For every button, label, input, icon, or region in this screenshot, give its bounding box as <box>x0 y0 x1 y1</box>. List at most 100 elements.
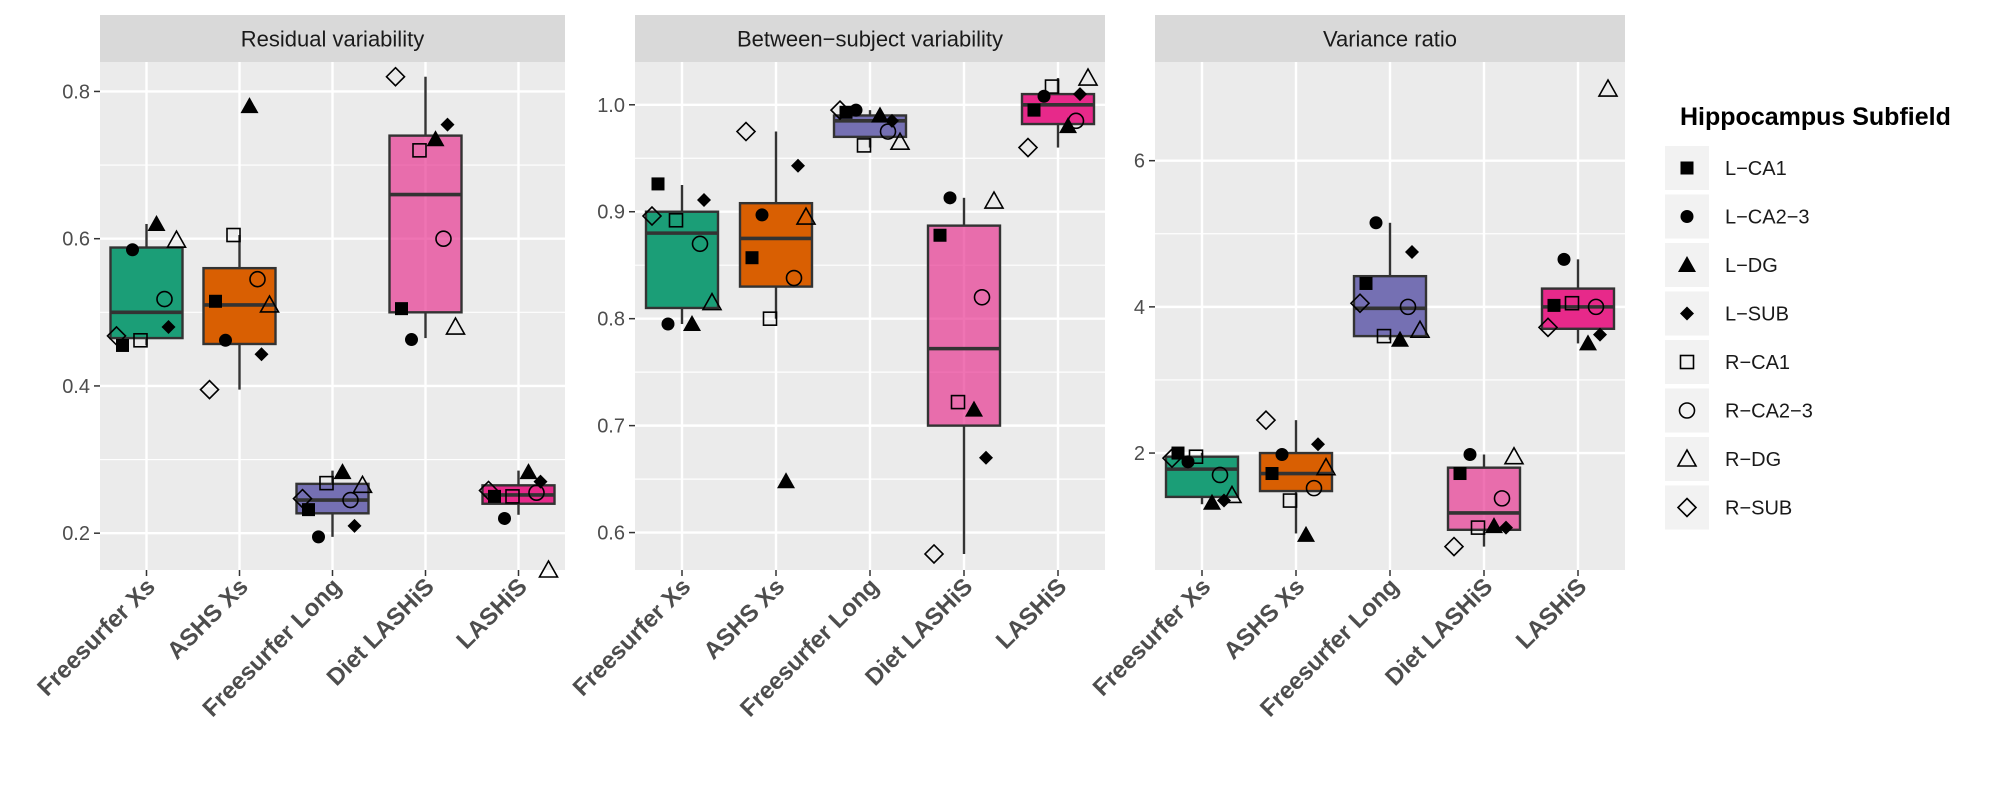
x-category-label: LASHiS <box>991 573 1072 654</box>
data-point <box>240 97 259 114</box>
data-point <box>1405 245 1419 260</box>
data-point <box>683 315 701 332</box>
data-point <box>1537 317 1559 338</box>
y-tick-label: 2 <box>1134 443 1145 465</box>
data-point <box>1391 330 1409 347</box>
data-point <box>426 130 445 147</box>
data-point <box>1463 448 1477 462</box>
x-category-label: ASHS Xs <box>162 573 254 665</box>
data-point <box>785 269 803 287</box>
data-point <box>1027 103 1041 117</box>
data-point <box>668 212 684 228</box>
legend: Hippocampus Subfield L−CA1 L−CA2−3 L−DG L−SU… <box>1665 103 1951 530</box>
data-point <box>1399 298 1417 316</box>
data-point <box>923 543 945 565</box>
data-point <box>312 530 325 544</box>
data-point <box>161 320 176 335</box>
data-point <box>1211 466 1229 484</box>
box-group <box>388 76 463 339</box>
data-point <box>147 214 166 231</box>
data-point <box>1282 493 1298 508</box>
data-point <box>1221 484 1243 504</box>
legend-label: R−CA1 <box>1725 352 1790 374</box>
data-point <box>219 333 232 347</box>
y-tick-label: 0.9 <box>597 202 625 224</box>
legend-symbol <box>1680 161 1694 175</box>
data-point <box>1067 112 1085 130</box>
data-point <box>973 288 991 306</box>
data-point <box>1359 276 1373 290</box>
data-point <box>528 484 545 501</box>
data-point <box>1073 87 1087 102</box>
data-point <box>385 66 406 87</box>
legend-label: R−CA2−3 <box>1725 401 1813 423</box>
facet-title: Residual variability <box>241 27 424 52</box>
data-point <box>745 251 759 265</box>
data-point <box>691 235 709 253</box>
data-point <box>519 463 538 480</box>
data-point <box>701 291 723 311</box>
data-point <box>1181 455 1195 469</box>
x-category-label: Freesurfer Xs <box>1088 573 1217 702</box>
data-point <box>254 347 269 362</box>
data-point <box>538 559 559 578</box>
data-point <box>209 294 222 308</box>
data-point <box>1305 479 1323 497</box>
data-point <box>1077 67 1099 86</box>
data-point <box>412 143 427 158</box>
data-point <box>1349 293 1371 314</box>
data-point <box>116 338 129 352</box>
legend-label: L−DG <box>1725 255 1778 277</box>
data-point <box>302 503 315 517</box>
facet-strip <box>635 15 1105 62</box>
data-point <box>1503 446 1525 465</box>
box-group <box>644 184 720 325</box>
data-point <box>1443 536 1465 557</box>
box <box>388 134 463 314</box>
data-point <box>849 103 863 117</box>
data-point <box>879 123 897 140</box>
data-point <box>319 475 334 491</box>
y-tick-label: 1.0 <box>597 95 625 117</box>
data-point <box>791 158 805 173</box>
data-point <box>979 450 993 465</box>
data-point <box>333 463 352 480</box>
legend-label: L−CA2−3 <box>1725 207 1810 229</box>
data-point <box>1188 449 1204 465</box>
y-tick-label: 0.6 <box>597 523 625 545</box>
data-point <box>889 131 911 151</box>
y-tick-label: 6 <box>1134 151 1145 173</box>
data-point <box>1470 520 1486 535</box>
data-point <box>166 229 187 248</box>
facet-title: Between−subject variability <box>737 27 1003 52</box>
data-point <box>478 480 499 501</box>
data-point <box>226 227 241 243</box>
data-point <box>199 379 220 400</box>
data-point <box>440 117 455 132</box>
facet-strip <box>1155 15 1625 62</box>
data-point <box>735 121 757 142</box>
data-point <box>795 206 817 225</box>
data-point <box>395 302 408 316</box>
legend-symbol <box>1680 306 1694 321</box>
x-category-label: Freesurfer Xs <box>568 573 697 702</box>
legend-title: Hippocampus Subfield <box>1680 103 1951 131</box>
data-point <box>505 489 520 504</box>
data-point <box>1409 319 1431 339</box>
data-point <box>435 230 452 247</box>
legend-key <box>1665 388 1709 433</box>
x-category-label: ASHS Xs <box>1219 573 1311 665</box>
data-point <box>1499 520 1513 535</box>
legend-symbol <box>1678 256 1696 272</box>
data-point <box>1161 448 1183 469</box>
data-point <box>445 316 466 335</box>
data-point <box>1311 437 1325 452</box>
facet-title: Variance ratio <box>1323 27 1457 52</box>
data-point <box>1171 446 1185 460</box>
data-point <box>651 177 665 191</box>
legend-symbol <box>1678 402 1696 419</box>
data-point <box>950 394 966 410</box>
legend-symbol <box>1680 210 1694 223</box>
